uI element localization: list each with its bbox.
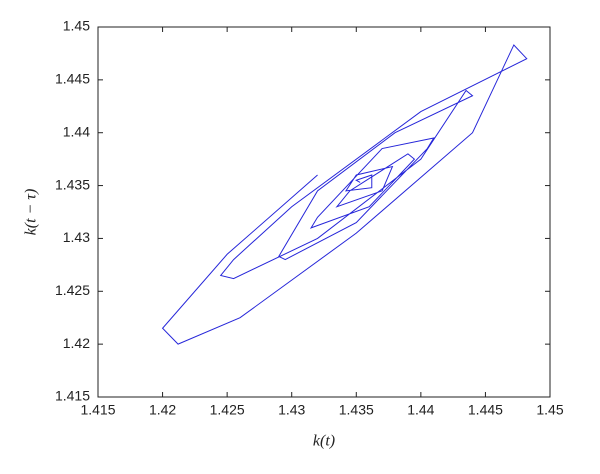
x-tick-label: 1.425 xyxy=(210,402,245,418)
y-tick-label: 1.415 xyxy=(55,388,90,404)
y-tick-label: 1.43 xyxy=(63,229,90,245)
plot-frame xyxy=(97,26,551,398)
x-tick-label: 1.42 xyxy=(149,402,176,418)
y-tick-label: 1.435 xyxy=(55,176,90,192)
y-tick-label: 1.44 xyxy=(63,123,90,139)
x-tick-label: 1.415 xyxy=(80,402,115,418)
x-tick-label: 1.44 xyxy=(407,402,434,418)
y-tick-label: 1.45 xyxy=(63,18,90,34)
x-tick-label: 1.435 xyxy=(339,402,374,418)
y-tick-label: 1.425 xyxy=(55,282,90,298)
x-tick-label: 1.43 xyxy=(278,402,305,418)
x-tick-label: 1.45 xyxy=(536,402,563,418)
trajectory xyxy=(161,44,528,345)
y-axis-label: k(t − τ) xyxy=(23,189,40,236)
x-tick-label: 1.445 xyxy=(468,402,503,418)
y-tick-label: 1.42 xyxy=(63,335,90,351)
x-axis-label: k(t) xyxy=(313,433,335,450)
y-tick-label: 1.445 xyxy=(55,71,90,87)
